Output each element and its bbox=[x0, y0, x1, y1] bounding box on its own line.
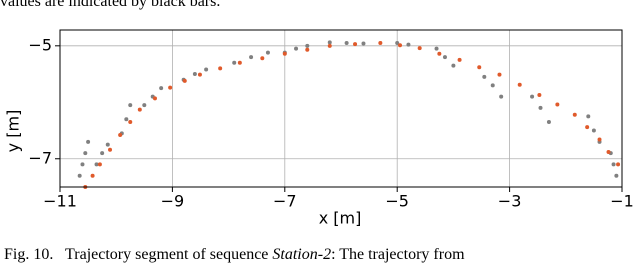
point bbox=[105, 142, 110, 147]
x-tick-label: −7 bbox=[273, 192, 297, 211]
caption-italic: Station-2 bbox=[272, 246, 331, 263]
x-tick-label: −3 bbox=[498, 192, 522, 211]
point bbox=[142, 103, 147, 108]
point bbox=[97, 162, 102, 167]
point bbox=[398, 43, 403, 48]
point bbox=[159, 86, 164, 91]
point bbox=[457, 57, 462, 62]
x-tick-label: −1 bbox=[610, 192, 634, 211]
point bbox=[128, 120, 133, 125]
point bbox=[80, 162, 85, 167]
point bbox=[90, 173, 95, 178]
point bbox=[616, 162, 621, 167]
point bbox=[530, 94, 535, 99]
point bbox=[86, 139, 91, 144]
point bbox=[499, 94, 504, 99]
caption-rest: : The trajectory from bbox=[331, 246, 465, 263]
y-axis-label: y [m] bbox=[4, 110, 23, 153]
caption-lead: Fig. 10. Trajectory segment of sequence bbox=[4, 246, 272, 263]
point bbox=[260, 56, 265, 61]
x-tick-label: −9 bbox=[161, 192, 185, 211]
point bbox=[517, 82, 522, 87]
point bbox=[182, 78, 187, 83]
point bbox=[249, 55, 254, 60]
point bbox=[477, 65, 482, 70]
point bbox=[128, 103, 133, 108]
point bbox=[305, 47, 310, 52]
x-tick-label: −5 bbox=[385, 192, 409, 211]
point bbox=[344, 40, 349, 45]
point bbox=[152, 96, 157, 101]
point bbox=[555, 102, 560, 107]
point bbox=[118, 133, 123, 138]
point bbox=[237, 60, 242, 65]
point bbox=[417, 46, 422, 51]
point bbox=[137, 107, 142, 112]
point bbox=[442, 55, 447, 60]
point bbox=[395, 40, 400, 45]
point bbox=[611, 162, 616, 167]
point bbox=[282, 51, 287, 56]
point bbox=[218, 66, 223, 71]
point bbox=[232, 60, 237, 65]
point bbox=[353, 42, 358, 47]
point bbox=[94, 162, 99, 167]
point bbox=[265, 50, 270, 55]
point bbox=[124, 117, 129, 122]
point bbox=[437, 51, 442, 56]
point bbox=[597, 137, 602, 142]
point bbox=[482, 74, 487, 79]
point bbox=[77, 173, 82, 178]
x-tick-label: −11 bbox=[43, 192, 77, 211]
point bbox=[168, 85, 173, 90]
point bbox=[294, 46, 299, 51]
point bbox=[451, 63, 456, 68]
plot-frame bbox=[59, 29, 623, 188]
point bbox=[606, 149, 611, 154]
x-axis-label: x [m] bbox=[319, 209, 362, 228]
point bbox=[538, 105, 543, 110]
point bbox=[108, 147, 113, 152]
point bbox=[100, 151, 105, 156]
point bbox=[537, 92, 542, 97]
caption: Fig. 10. Trajectory segment of sequence … bbox=[4, 246, 465, 263]
point bbox=[406, 42, 411, 47]
point bbox=[591, 128, 596, 133]
point bbox=[497, 72, 502, 77]
point bbox=[204, 67, 209, 72]
point bbox=[546, 120, 551, 125]
y-tick-label: −5 bbox=[28, 35, 52, 54]
point bbox=[586, 114, 591, 119]
point bbox=[434, 46, 439, 51]
y-tick-label: −7 bbox=[28, 148, 52, 167]
point bbox=[614, 173, 619, 178]
point bbox=[197, 72, 202, 77]
point bbox=[305, 43, 310, 48]
point bbox=[585, 125, 590, 130]
point bbox=[83, 151, 88, 156]
point bbox=[327, 40, 332, 45]
header-text: values are indicated by black bars. bbox=[0, 0, 220, 10]
point bbox=[490, 83, 495, 88]
point bbox=[192, 72, 197, 77]
point bbox=[572, 112, 577, 117]
point bbox=[361, 41, 366, 46]
point bbox=[378, 40, 383, 45]
point bbox=[327, 43, 332, 48]
